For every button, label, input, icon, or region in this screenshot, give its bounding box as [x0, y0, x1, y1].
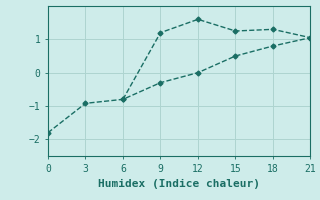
X-axis label: Humidex (Indice chaleur): Humidex (Indice chaleur)	[98, 179, 260, 189]
